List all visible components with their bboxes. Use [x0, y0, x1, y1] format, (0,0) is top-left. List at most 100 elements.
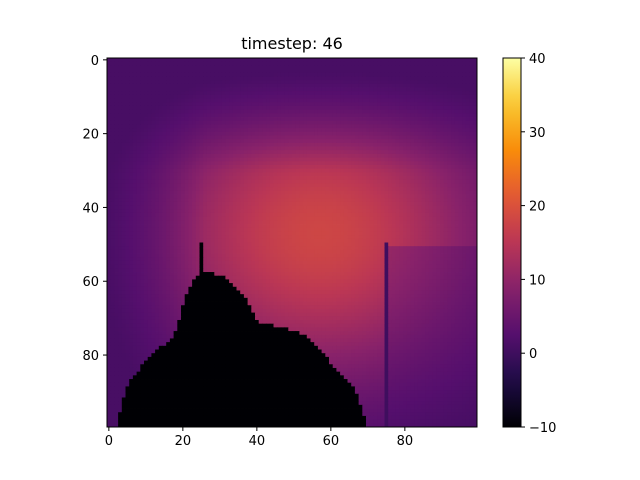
- heatmap-cell: [225, 153, 230, 159]
- heatmap-cell: [277, 87, 282, 92]
- heatmap-cell: [229, 150, 234, 155]
- heatmap-cell: [266, 190, 271, 195]
- heatmap-cell: [121, 113, 126, 118]
- heatmap-cell: [465, 157, 470, 162]
- heatmap-cell: [218, 172, 223, 177]
- heatmap-cell: [195, 212, 200, 218]
- heatmap-cell: [469, 150, 474, 155]
- heatmap-cell: [332, 98, 337, 103]
- heatmap-cell: [288, 179, 293, 184]
- heatmap-cell: [332, 91, 337, 96]
- heatmap-cell: [181, 220, 186, 225]
- heatmap-cell: [462, 224, 467, 229]
- heatmap-cell: [403, 179, 408, 184]
- heatmap-cell: [421, 80, 426, 85]
- heatmap-cell: [351, 227, 356, 232]
- heatmap-cell: [469, 76, 474, 81]
- heatmap-cell: [317, 105, 322, 111]
- heatmap-cell: [340, 176, 345, 181]
- heatmap-cell: [266, 146, 271, 151]
- heatmap-cell: [369, 105, 374, 111]
- heatmap-cell: [177, 131, 182, 136]
- heatmap-cell: [214, 139, 219, 144]
- heatmap-cell: [417, 165, 422, 170]
- heatmap-cell: [243, 128, 248, 133]
- heatmap-cell: [340, 98, 345, 103]
- heatmap-cell: [147, 142, 152, 147]
- heatmap-cell: [369, 227, 374, 232]
- heatmap-cell: [443, 165, 448, 170]
- heatmap-cell: [199, 227, 204, 232]
- heatmap-cell: [218, 194, 223, 199]
- heatmap-cell: [299, 227, 304, 232]
- heatmap-cell: [247, 117, 252, 122]
- heatmap-cell: [351, 224, 356, 229]
- heatmap-cell: [473, 139, 478, 144]
- heatmap-cell: [199, 80, 204, 85]
- heatmap-cell: [362, 205, 367, 210]
- heatmap-cell: [395, 172, 400, 177]
- heatmap-cell: [129, 176, 134, 181]
- heatmap-cell: [366, 117, 371, 122]
- heatmap-cell: [136, 176, 141, 181]
- heatmap-cell: [332, 157, 337, 162]
- heatmap-cell: [195, 235, 200, 240]
- heatmap-cell: [110, 172, 115, 177]
- heatmap-cell: [321, 153, 326, 159]
- heatmap-cell: [280, 187, 285, 192]
- heatmap-cell: [280, 168, 285, 173]
- heatmap-cell: [151, 238, 156, 243]
- heatmap-cell: [414, 168, 419, 173]
- heatmap-cell: [240, 102, 245, 107]
- heatmap-cell: [110, 231, 115, 236]
- heatmap-cell: [266, 83, 271, 88]
- heatmap-cell: [155, 128, 160, 133]
- heatmap-cell: [340, 179, 345, 184]
- heatmap-cell: [340, 220, 345, 225]
- heatmap-cell: [399, 165, 404, 170]
- heatmap-cell: [177, 120, 182, 125]
- heatmap-cell: [451, 87, 456, 92]
- heatmap-cell: [214, 131, 219, 136]
- heatmap-cell: [317, 198, 322, 203]
- heatmap-cell: [184, 176, 189, 181]
- heatmap-cell: [258, 172, 263, 177]
- heatmap-cell: [343, 61, 348, 66]
- heatmap-cell: [395, 91, 400, 96]
- heatmap-cell: [443, 220, 448, 225]
- heatmap-cell: [465, 235, 470, 240]
- heatmap-cell: [107, 183, 112, 188]
- heatmap-cell: [140, 227, 145, 232]
- heatmap-cell: [195, 109, 200, 114]
- heatmap-cell: [465, 98, 470, 103]
- heatmap-cell: [373, 128, 378, 133]
- heatmap-cell: [454, 65, 459, 70]
- heatmap-cell: [395, 227, 400, 232]
- heatmap-cell: [421, 172, 426, 177]
- heatmap-cell: [329, 87, 334, 92]
- heatmap-cell: [288, 124, 293, 129]
- heatmap-cell: [436, 91, 441, 96]
- heatmap-cell: [421, 139, 426, 144]
- heatmap-cell: [417, 120, 422, 125]
- heatmap-cell: [277, 142, 282, 147]
- heatmap-cell: [140, 183, 145, 188]
- heatmap-cell: [162, 61, 167, 66]
- heatmap-cell: [325, 87, 330, 92]
- heatmap-cell: [247, 87, 252, 92]
- heatmap-cell: [417, 72, 422, 77]
- heatmap-cell: [210, 72, 215, 77]
- heatmap-cell: [177, 216, 182, 221]
- heatmap-cell: [266, 227, 271, 232]
- heatmap-cell: [292, 235, 297, 240]
- heatmap-cell: [173, 128, 178, 133]
- heatmap-cell: [425, 146, 430, 151]
- heatmap-cell: [310, 58, 315, 63]
- heatmap-cell: [432, 224, 437, 229]
- heatmap-cell: [192, 168, 197, 173]
- heatmap-cell: [132, 58, 137, 63]
- heatmap-cell: [469, 72, 474, 77]
- heatmap-cell: [229, 146, 234, 151]
- heatmap-cell: [403, 194, 408, 199]
- heatmap-cell: [229, 128, 234, 133]
